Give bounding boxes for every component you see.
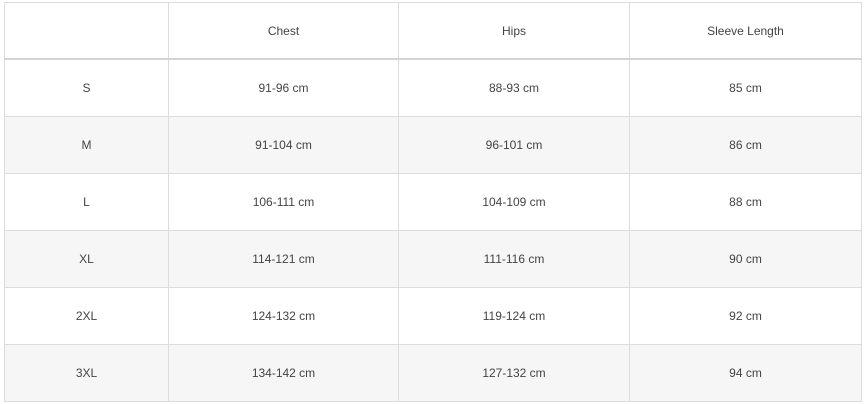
sleeve-length-cell: 92 cm xyxy=(629,287,862,345)
size-cell: 3XL xyxy=(4,344,169,402)
hips-cell: 96-101 cm xyxy=(398,116,630,174)
hips-cell: 119-124 cm xyxy=(398,287,630,345)
table-row: L 106-111 cm 104-109 cm 88 cm xyxy=(4,173,862,231)
hips-cell: 111-116 cm xyxy=(398,230,630,288)
size-chart-table: Chest Hips Sleeve Length S 91-96 cm 88-93 … xyxy=(4,2,862,402)
header-size xyxy=(4,2,169,60)
hips-cell: 127-132 cm xyxy=(398,344,630,402)
table-row: S 91-96 cm 88-93 cm 85 cm xyxy=(4,58,862,117)
size-cell: 2XL xyxy=(4,287,169,345)
sleeve-length-cell: 90 cm xyxy=(629,230,862,288)
header-chest: Chest xyxy=(168,2,399,60)
chest-cell: 124-132 cm xyxy=(168,287,399,345)
size-cell: XL xyxy=(4,230,169,288)
chest-cell: 91-104 cm xyxy=(168,116,399,174)
table-row: 3XL 134-142 cm 127-132 cm 94 cm xyxy=(4,344,862,402)
sleeve-length-cell: 86 cm xyxy=(629,116,862,174)
chest-cell: 106-111 cm xyxy=(168,173,399,231)
header-hips: Hips xyxy=(398,2,630,60)
table-row: XL 114-121 cm 111-116 cm 90 cm xyxy=(4,230,862,288)
header-sleeve-length: Sleeve Length xyxy=(629,2,862,60)
sleeve-length-cell: 94 cm xyxy=(629,344,862,402)
hips-cell: 88-93 cm xyxy=(398,58,630,117)
size-cell: M xyxy=(4,116,169,174)
size-cell: L xyxy=(4,173,169,231)
table-row: M 91-104 cm 96-101 cm 86 cm xyxy=(4,116,862,174)
size-cell: S xyxy=(4,58,169,117)
table-row: 2XL 124-132 cm 119-124 cm 92 cm xyxy=(4,287,862,345)
chest-cell: 114-121 cm xyxy=(168,230,399,288)
sleeve-length-cell: 85 cm xyxy=(629,58,862,117)
hips-cell: 104-109 cm xyxy=(398,173,630,231)
header-row: Chest Hips Sleeve Length xyxy=(4,2,862,60)
chest-cell: 134-142 cm xyxy=(168,344,399,402)
chest-cell: 91-96 cm xyxy=(168,58,399,117)
sleeve-length-cell: 88 cm xyxy=(629,173,862,231)
